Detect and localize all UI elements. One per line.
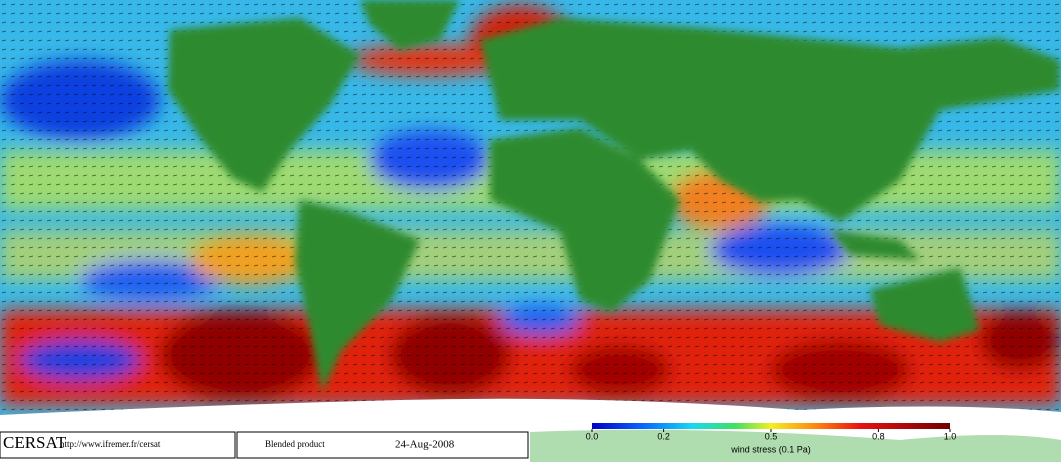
colorbar-tick-label: 0.2	[657, 431, 670, 441]
date: 24-Aug-2008	[395, 439, 455, 451]
colorbar-title: wind stress (0.1 Pa)	[730, 444, 811, 454]
logo: CERSAT	[3, 433, 67, 452]
land	[168, 0, 1060, 392]
colorbar-tick-label: 1.0	[944, 431, 957, 441]
colorbar-tick-label: 0.0	[586, 431, 599, 441]
land-strip	[530, 429, 1061, 462]
product: Blended product	[265, 439, 325, 449]
colorbar-tick-label: 0.8	[872, 431, 885, 441]
logo-box	[0, 431, 236, 459]
info-box	[236, 431, 529, 459]
colorbar	[592, 423, 950, 429]
colorbar-tick-label: 0.5	[765, 431, 778, 441]
url: http://www.ifremer.fr/cersat	[60, 439, 161, 449]
